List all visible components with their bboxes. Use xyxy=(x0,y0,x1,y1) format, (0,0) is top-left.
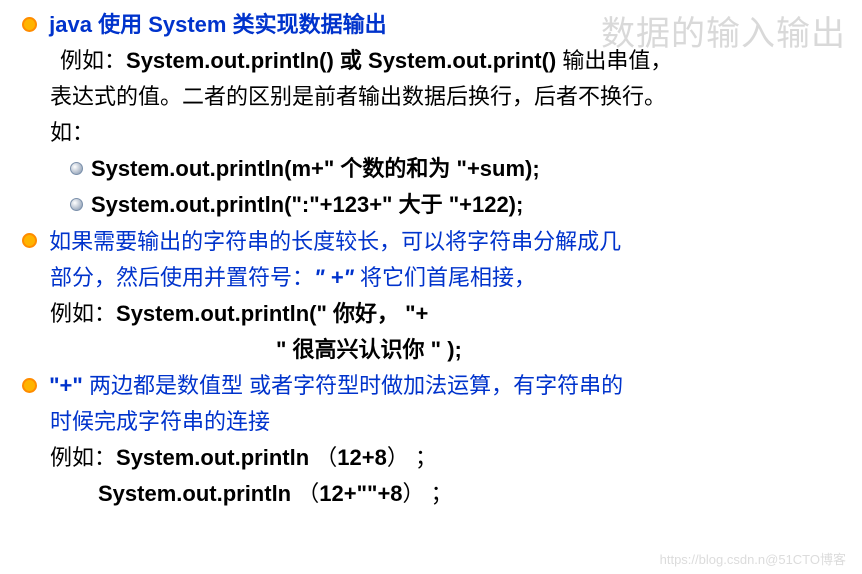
para1-line1: 例如：System.out.println() 或 System.out.pri… xyxy=(22,44,840,78)
example2-line1: 例如：System.out.println （12+8） ； xyxy=(22,441,840,475)
sub-bullet-2: System.out.println(":"+123+" 大于 "+122); xyxy=(22,188,840,222)
title-java: java xyxy=(49,12,98,37)
example2-line2: System.out.println （12+""+8） ； xyxy=(22,477,840,511)
example2-code2a: System.out.println xyxy=(98,481,297,506)
para2-text1: 如果需要输出的字符串的长度较长，可以将字符串分解成几 xyxy=(49,229,621,254)
para1-code: System.out.println() 或 System.out.print(… xyxy=(126,48,562,73)
bullet-orange-icon xyxy=(22,378,37,393)
example1-code1: System.out.println(" 你好， "+ xyxy=(116,301,428,326)
watermark-bottom: https://blog.csdn.n@51CTO博客 xyxy=(660,549,846,568)
bullet-orange-icon xyxy=(22,233,37,248)
sub2-code: System.out.println(":"+123+" 大于 "+122); xyxy=(91,192,523,217)
example2-paren3: （ xyxy=(297,481,319,506)
example2-label: 例如： xyxy=(50,445,116,470)
example2-paren1: （ xyxy=(315,445,337,470)
example1-line2: " 很高兴认识你 " ); xyxy=(22,333,840,367)
para2-plus: " +" xyxy=(314,265,360,290)
para2-line1: 如果需要输出的字符串的长度较长，可以将字符串分解成几 xyxy=(22,225,840,259)
para1-line2: 表达式的值。二者的区别是前者输出数据后换行，后者不换行。 xyxy=(22,80,840,114)
example2-paren4: ） ； xyxy=(403,481,453,506)
para2-text3: 将它们首尾相接， xyxy=(360,265,536,290)
para1-text: 输出串值， xyxy=(562,48,672,73)
para3-plus: "+" xyxy=(49,373,89,398)
para2-line2: 部分，然后使用并置符号：" +" 将它们首尾相接， xyxy=(22,261,840,295)
title-rest: 类实现数据输出 xyxy=(233,12,387,37)
example2-code1a: System.out.println xyxy=(116,445,315,470)
example1-line1: 例如：System.out.println(" 你好， "+ xyxy=(22,297,840,331)
para2-text2: 部分，然后使用并置符号： xyxy=(50,265,314,290)
para3-line1: "+" 两边都是数值型 或者字符型时做加法运算，有字符串的 xyxy=(22,369,840,403)
para1-label: 例如： xyxy=(60,48,126,73)
document-content: java 使用 System 类实现数据输出 例如：System.out.pri… xyxy=(22,8,840,511)
bullet-gray-icon xyxy=(70,198,83,211)
bullet-gray-icon xyxy=(70,162,83,175)
title-use: 使用 xyxy=(98,12,148,37)
para1-line3: 如： xyxy=(22,116,840,150)
bullet-orange-icon xyxy=(22,17,37,32)
example1-label: 例如： xyxy=(50,301,116,326)
example2-expr2: 12+""+8 xyxy=(319,481,402,506)
example2-expr1: 12+8 xyxy=(337,445,387,470)
para3-text1: 两边都是数值型 或者字符型时做加法运算，有字符串的 xyxy=(89,373,623,398)
sub1-code: System.out.println(m+" 个数的和为 "+sum); xyxy=(91,156,540,181)
para3-line2: 时候完成字符串的连接 xyxy=(22,405,840,439)
example1-code2: " 很高兴认识你 " ); xyxy=(276,337,462,362)
sub-bullet-1: System.out.println(m+" 个数的和为 "+sum); xyxy=(22,152,840,186)
title-system: System xyxy=(148,12,232,37)
example2-paren2: ） ； xyxy=(387,445,437,470)
title-line: java 使用 System 类实现数据输出 xyxy=(22,8,840,42)
